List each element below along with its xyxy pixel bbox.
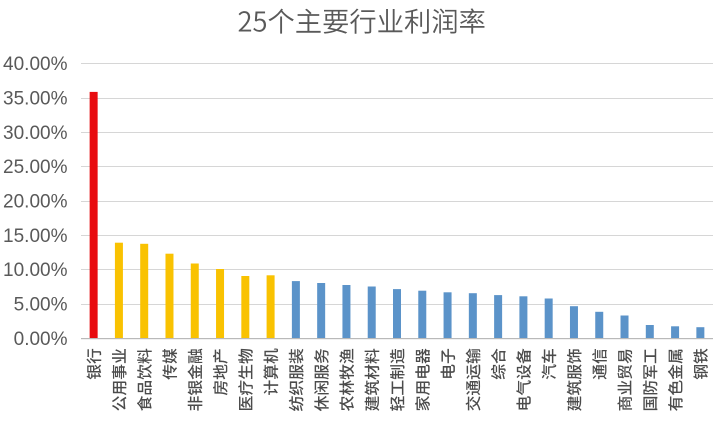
svg-text:10.00%: 10.00% [3,260,68,281]
svg-text:20.00%: 20.00% [3,192,68,213]
svg-text:5.00%: 5.00% [14,295,68,316]
svg-text:40.00%: 40.00% [3,54,68,75]
svg-text:35.00%: 35.00% [3,89,68,110]
svg-text:25.00%: 25.00% [3,157,68,178]
svg-text:0.00%: 0.00% [14,329,68,350]
svg-text:30.00%: 30.00% [3,123,68,144]
svg-text:15.00%: 15.00% [3,226,68,247]
